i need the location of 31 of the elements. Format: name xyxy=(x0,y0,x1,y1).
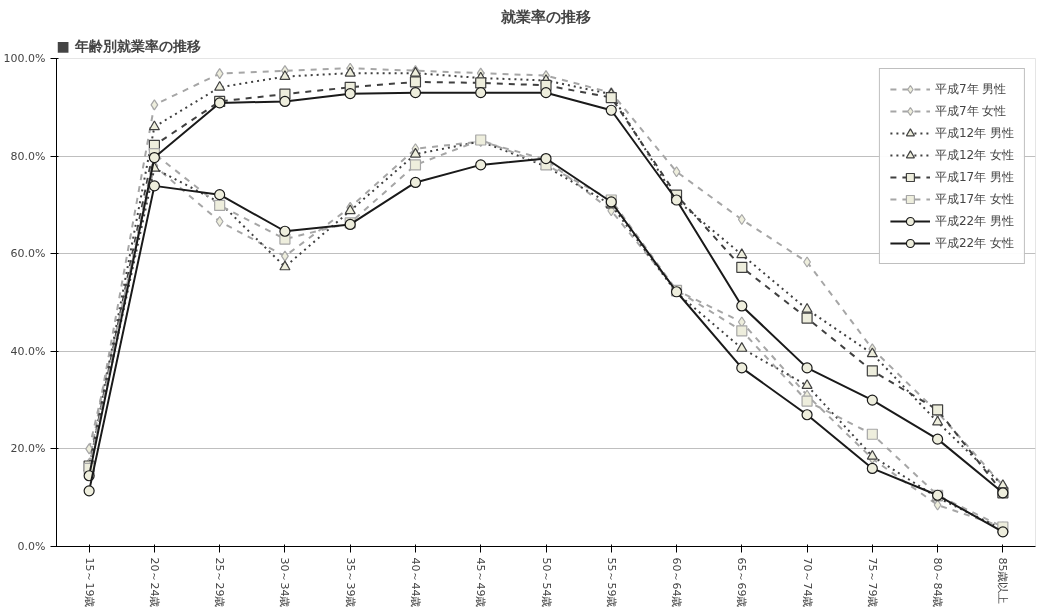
x-tick-label: 70～74歳 xyxy=(800,557,814,608)
x-tick-label: 45～49歳 xyxy=(474,557,488,608)
x-tick-label: 85歳以上 xyxy=(996,557,1010,605)
x-tick-label: 20～24歳 xyxy=(147,557,161,608)
x-tick-label: 25～29歳 xyxy=(213,557,227,608)
y-tick-label: 0.0% xyxy=(17,540,46,553)
legend-label: 平成17年 女性 xyxy=(934,190,1014,208)
x-tick-label: 40～44歳 xyxy=(408,557,422,608)
x-tick-label: 30～34歳 xyxy=(278,557,292,608)
chart-title: 就業率の推移 xyxy=(500,7,591,26)
legend-label: 平成22年 女性 xyxy=(934,234,1014,252)
y-tick-label: 80.0% xyxy=(10,149,46,163)
x-tick-label: 55～59歳 xyxy=(604,557,618,608)
x-tick-label: 15～19歳 xyxy=(82,557,96,608)
legend-label: 平成22年 男性 xyxy=(934,212,1014,230)
legend-label: 平成17年 男性 xyxy=(934,168,1014,186)
legend-label: 平成12年 男性 xyxy=(934,124,1014,142)
legend-label: 平成7年 女性 xyxy=(934,102,1007,120)
x-tick-label: 35～39歳 xyxy=(343,557,357,608)
x-tick-label: 50～54歳 xyxy=(539,557,553,608)
x-tick-label: 65～69歳 xyxy=(735,557,749,608)
legend-label: 平成12年 女性 xyxy=(934,146,1014,164)
legend-label: 平成7年 男性 xyxy=(934,80,1007,98)
y-tick-label: 20.0% xyxy=(10,442,46,456)
x-tick-label: 60～64歳 xyxy=(670,557,684,608)
y-tick-label: 40.0% xyxy=(10,344,46,358)
x-tick-label: 80～84歳 xyxy=(931,557,945,608)
y-tick-label: 100.0% xyxy=(3,52,46,65)
y-tick-label: 60.0% xyxy=(10,247,46,261)
x-tick-label: 75～79歳 xyxy=(865,557,879,608)
text: ■ 年齢別就業率の推移 xyxy=(56,37,201,54)
